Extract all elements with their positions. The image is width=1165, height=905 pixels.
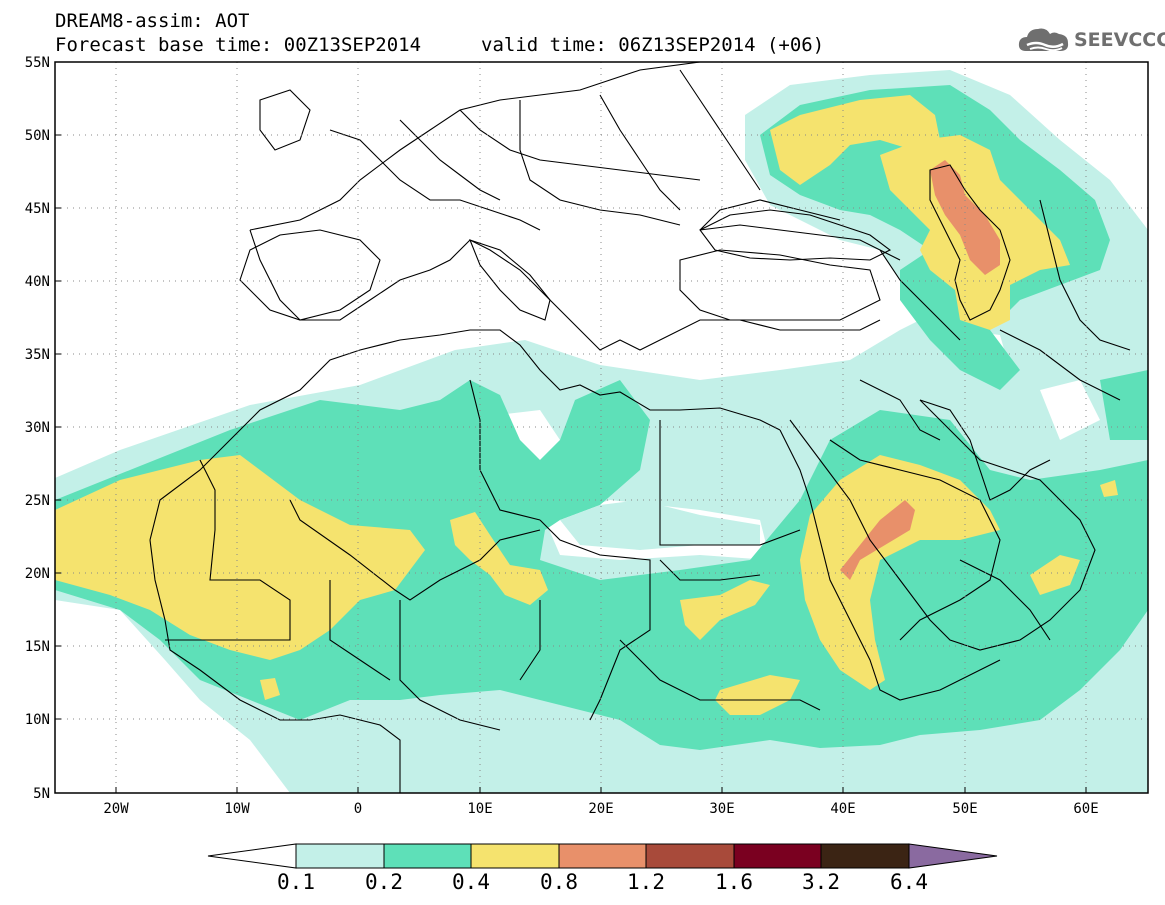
lat-label: 40N bbox=[25, 274, 50, 290]
aot-0.8-region bbox=[840, 160, 1000, 580]
colorbar bbox=[207, 843, 998, 869]
colorbar-bin bbox=[820, 843, 910, 869]
seevccc-logo: SEEVCCC bbox=[1018, 23, 1165, 57]
graticule bbox=[55, 62, 1148, 793]
lat-label: 20N bbox=[25, 566, 50, 582]
forecast-base-time: Forecast base time: 00Z13SEP2014 bbox=[55, 34, 422, 56]
colorbar-label: 6.4 bbox=[890, 870, 928, 894]
colorbar-label: 0.8 bbox=[540, 870, 578, 894]
latitude-labels: 55N 50N 45N 40N 35N 30N 25N 20N 15N 10N … bbox=[25, 55, 50, 802]
lat-label: 5N bbox=[33, 786, 50, 802]
lon-label: 10E bbox=[467, 801, 492, 817]
lat-label: 45N bbox=[25, 201, 50, 217]
aot-field bbox=[55, 70, 1148, 793]
lon-label: 50E bbox=[952, 801, 977, 817]
map-title: DREAM8-assim: AOT bbox=[55, 10, 250, 32]
lon-label: 10W bbox=[224, 801, 250, 817]
logo-text: SEEVCCC bbox=[1074, 29, 1165, 51]
colorbar-below-arrow bbox=[207, 843, 297, 869]
lon-label: 40E bbox=[830, 801, 855, 817]
lat-label: 25N bbox=[25, 493, 50, 509]
lon-label: 30E bbox=[709, 801, 734, 817]
colorbar-label: 1.6 bbox=[715, 870, 753, 894]
lon-label: 0 bbox=[354, 801, 362, 817]
colorbar-bin bbox=[470, 843, 560, 869]
lat-label: 55N bbox=[25, 55, 50, 71]
valid-time: valid time: 06Z13SEP2014 (+06) bbox=[481, 34, 825, 56]
lat-label: 30N bbox=[25, 420, 50, 436]
lat-label: 15N bbox=[25, 639, 50, 655]
colorbar-label: 0.4 bbox=[452, 870, 490, 894]
colorbar-bin bbox=[383, 843, 472, 869]
coastlines-and-borders bbox=[149, 62, 1131, 793]
axis-ticks bbox=[55, 61, 1087, 794]
lat-label: 10N bbox=[25, 712, 50, 728]
colorbar-bin bbox=[645, 843, 735, 869]
colorbar-bin bbox=[558, 843, 647, 869]
colorbar-label: 0.1 bbox=[277, 870, 315, 894]
colorbar-label: 3.2 bbox=[802, 870, 840, 894]
lon-label: 20W bbox=[103, 801, 129, 817]
lat-label: 35N bbox=[25, 347, 50, 363]
colorbar-bin bbox=[295, 843, 385, 869]
cloud-icon bbox=[1018, 28, 1069, 52]
colorbar-bin bbox=[733, 843, 822, 869]
lat-label: 50N bbox=[25, 128, 50, 144]
longitude-labels: 20W 10W 0 10E 20E 30E 40E 50E 60E bbox=[103, 801, 1098, 817]
lon-label: 20E bbox=[588, 801, 613, 817]
colorbar-label: 1.2 bbox=[627, 870, 665, 894]
lon-label: 60E bbox=[1073, 801, 1098, 817]
colorbar-label: 0.2 bbox=[365, 870, 403, 894]
colorbar-above-arrow bbox=[908, 843, 998, 869]
